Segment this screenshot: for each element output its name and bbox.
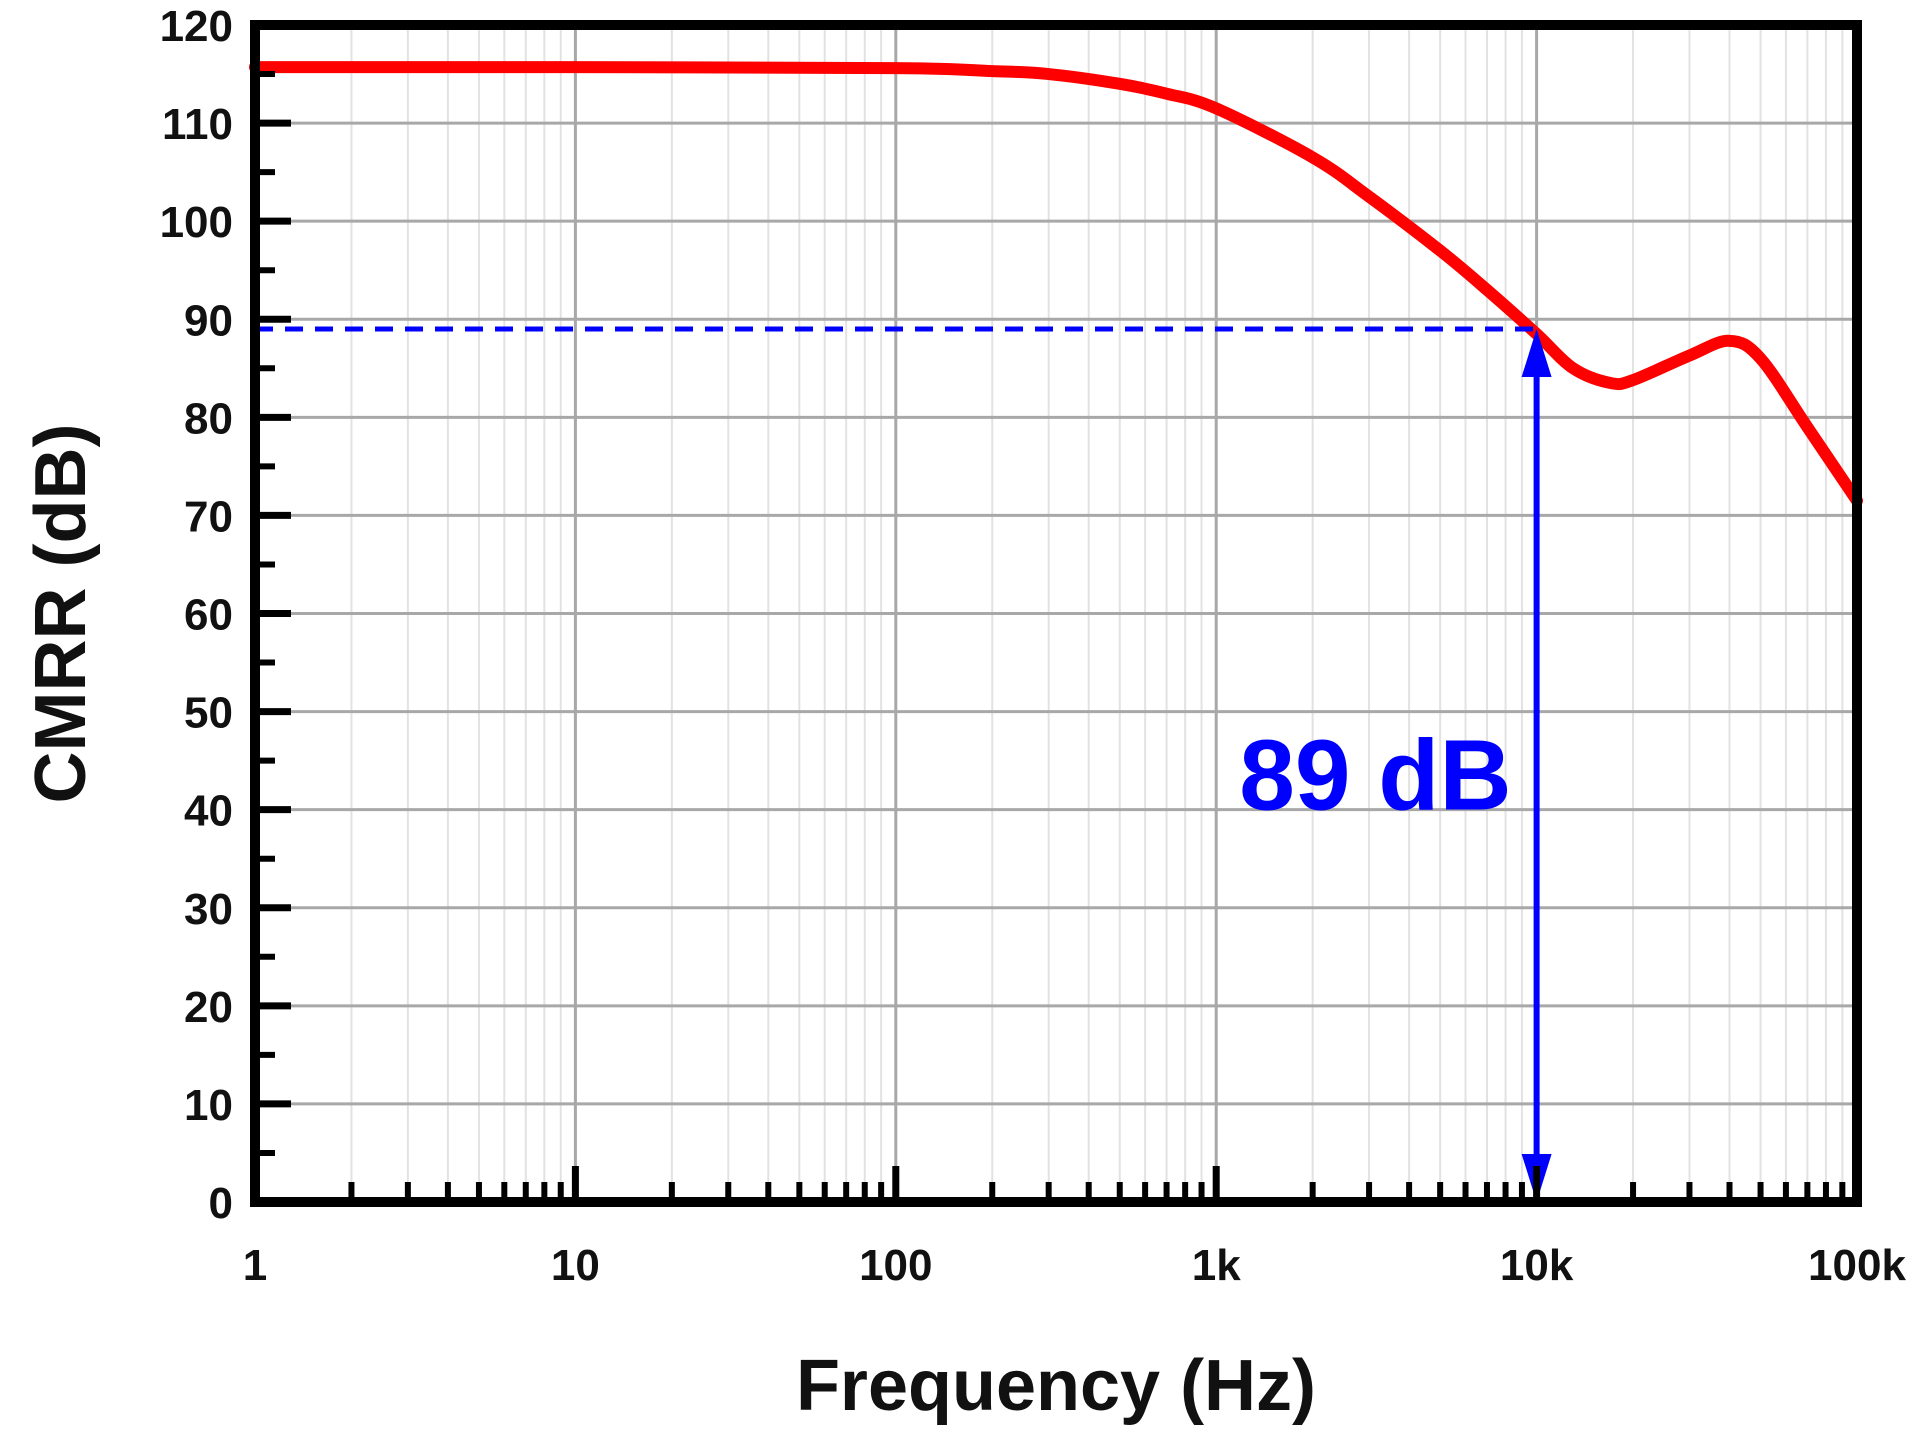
y-tick-label: 50 <box>184 689 233 738</box>
y-tick-label: 120 <box>160 2 233 51</box>
tick-marks <box>251 21 1861 1206</box>
y-axis-title: CMRR (dB) <box>21 424 101 804</box>
y-tick-label: 60 <box>184 591 233 640</box>
arrow-head-up <box>1521 329 1552 378</box>
x-tick-label: 10 <box>551 1241 600 1290</box>
x-tick-label: 1k <box>1192 1241 1241 1290</box>
grid-lines <box>253 23 1859 1204</box>
x-tick-labels: 1 10 100 1k 10k 100k <box>243 1241 1907 1290</box>
annotation-label: 89 dB <box>1239 720 1511 832</box>
x-tick-label: 100k <box>1808 1241 1906 1290</box>
y-tick-label: 100 <box>160 198 233 247</box>
x-tick-label: 1 <box>243 1241 267 1290</box>
y-tick-label: 80 <box>184 394 233 443</box>
y-tick-label: 30 <box>184 885 233 934</box>
y-tick-labels: 0 10 20 30 40 50 60 70 80 90 100 110 120 <box>160 2 233 1228</box>
x-tick-label: 10k <box>1500 1241 1574 1290</box>
x-axis-title: Frequency (Hz) <box>796 1346 1316 1426</box>
y-tick-label: 10 <box>184 1081 233 1130</box>
annotation-layer: 89 dB <box>255 326 1552 1202</box>
series-layer <box>249 61 1863 507</box>
y-tick-label: 40 <box>184 787 233 836</box>
y-tick-label: 70 <box>184 492 233 541</box>
y-tick-label: 90 <box>184 296 233 345</box>
y-tick-label: 0 <box>209 1179 233 1228</box>
y-tick-label: 20 <box>184 983 233 1032</box>
x-tick-label: 100 <box>859 1241 932 1290</box>
y-tick-label: 110 <box>162 100 233 149</box>
cmrr-series-line <box>249 61 1863 507</box>
